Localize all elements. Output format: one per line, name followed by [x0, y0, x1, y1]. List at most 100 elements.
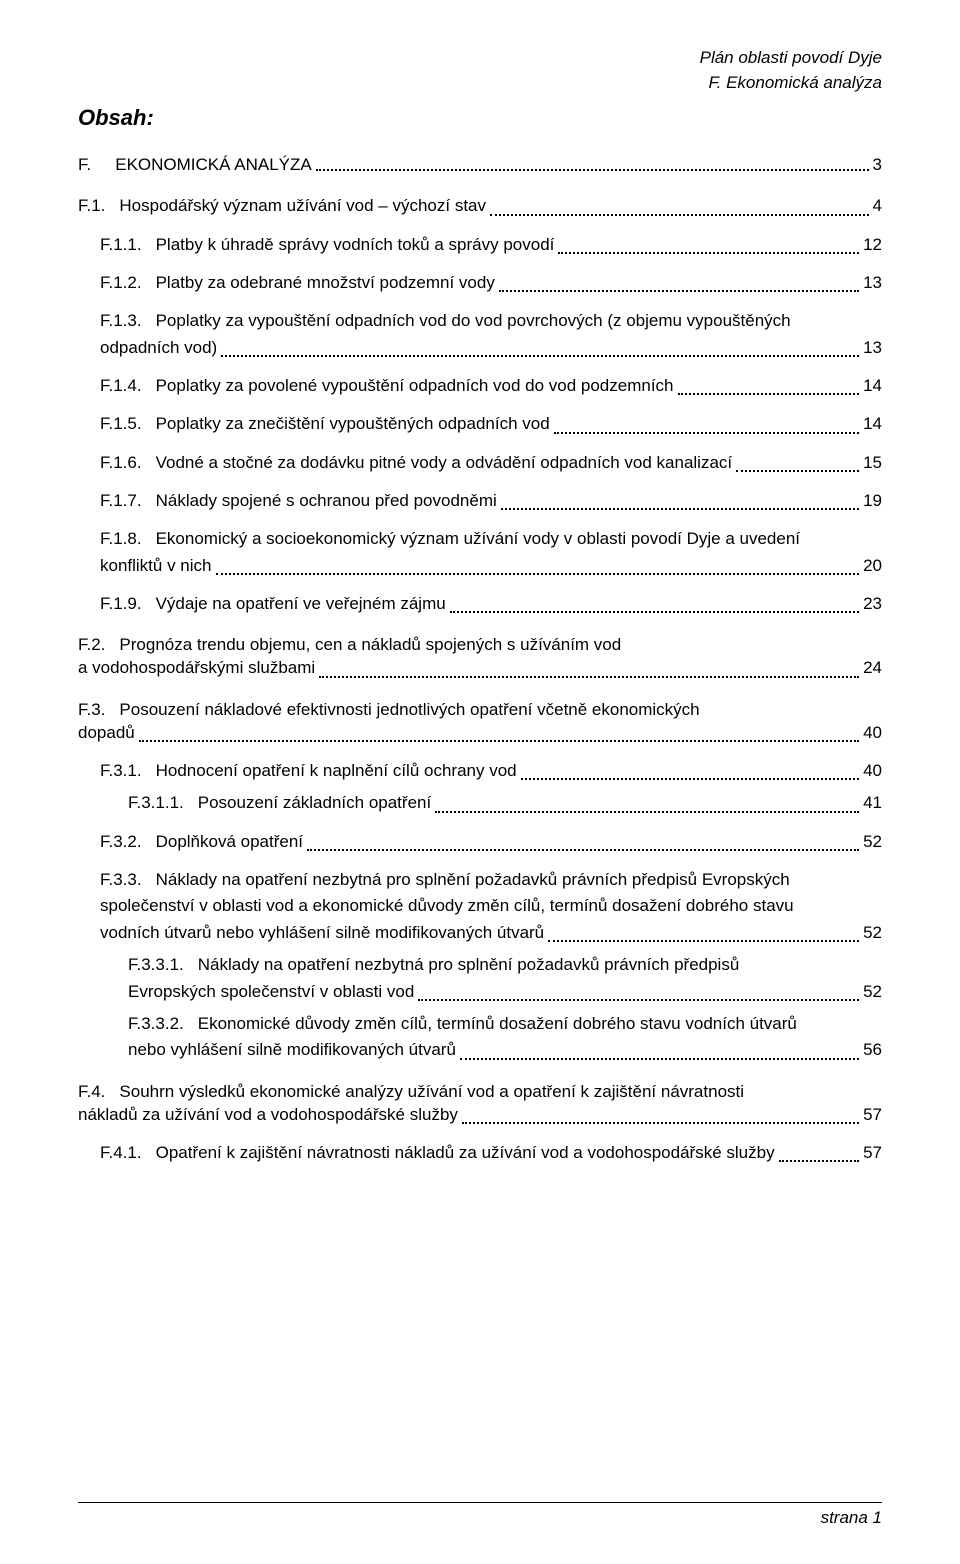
toc-entry-text: odpadních vod): [100, 335, 217, 361]
toc-entry-num: F.1.2.: [100, 270, 142, 296]
toc-entry-page: 52: [863, 829, 882, 855]
toc-entry: F.1.7.Náklady spojené s ochranou před po…: [100, 488, 882, 514]
toc-main-heading: F. EKONOMICKÁ ANALÝZA 3: [78, 155, 882, 175]
toc-entry-text: Posouzení základních opatření: [198, 790, 431, 816]
page-container: Plán oblasti povodí Dyje F. Ekonomická a…: [0, 0, 960, 1564]
toc-leader-dots: [221, 354, 859, 357]
toc-entry-page: 15: [863, 450, 882, 476]
toc-leader-dots: [490, 213, 869, 216]
footer-rule: [78, 1502, 882, 1504]
toc-entry-text: Výdaje na opatření ve veřejném zájmu: [156, 591, 446, 617]
toc-entry-num: F.1.: [78, 193, 105, 219]
toc-entry: F.3.1. Hodnocení opatření k naplnění cílů…: [100, 758, 882, 784]
toc-entry-num: F.4.: [78, 1082, 105, 1101]
toc-entry-text: Platby k úhradě správy vodních toků a sp…: [156, 232, 555, 258]
toc-entry-text: konfliktů v nich: [100, 553, 212, 579]
toc-entry-page: 14: [863, 411, 882, 437]
toc-entry: F.3.1.1.Posouzení základních opatření41: [128, 790, 882, 816]
header-line-1: Plán oblasti povodí Dyje: [78, 46, 882, 71]
toc-entry-num: F.3.: [78, 700, 105, 719]
toc-entry-num: F.1.3.: [100, 311, 142, 330]
toc-entry: F.3.3. Náklady na opatření nezbytná pro s…: [100, 867, 882, 946]
toc-entry: F.1.8.Ekonomický a socioekonomický význa…: [100, 526, 882, 579]
toc-entry-text: Platby za odebrané množství podzemní vod…: [156, 270, 495, 296]
toc-entry-page: 20: [863, 553, 882, 579]
toc-entry: F.1.6. Vodné a stočné za dodávku pitné vo…: [100, 450, 882, 476]
toc-entry: F.1.4.Poplatky za povolené vypouštění od…: [100, 373, 882, 399]
toc-entry-text: Prognóza trendu objemu, cen a nákladů sp…: [119, 635, 621, 654]
toc-leader-dots: [460, 1057, 859, 1060]
toc-entry-text: a vodohospodářskými službami: [78, 655, 315, 681]
toc-entry: F.1.5. Poplatky za znečištění vypouštěnýc…: [100, 411, 882, 437]
toc-entry-num: F.1.9.: [100, 591, 142, 617]
toc-main-page: 3: [873, 155, 882, 175]
toc-entry-text: Náklady na opatření nezbytná pro splnění…: [156, 870, 790, 889]
toc-entry: F.3.3.1. Náklady na opatření nezbytná pro…: [128, 952, 882, 1005]
toc-entry-num: F.3.1.: [100, 758, 142, 784]
toc-entry-text: nebo vyhlášení silně modifikovaných útva…: [128, 1037, 456, 1063]
toc-entry-num: F.3.1.1.: [128, 790, 184, 816]
toc-entry: F.1.9. Výdaje na opatření ve veřejném záj…: [100, 591, 882, 617]
toc-entry-text: Hodnocení opatření k naplnění cílů ochra…: [156, 758, 517, 784]
toc-entry-page: 13: [863, 335, 882, 361]
toc-entry-text: nákladů za užívání vod a vodohospodářské…: [78, 1102, 458, 1128]
toc-entry-text: Poplatky za vypouštění odpadních vod do …: [156, 311, 791, 330]
toc-entry-text: Souhrn výsledků ekonomické analýzy užívá…: [119, 1082, 744, 1101]
toc-entry-text: Opatření k zajištění návratnosti nákladů…: [156, 1140, 775, 1166]
toc-leader-dots: [548, 939, 859, 942]
toc-entry-page: 40: [863, 758, 882, 784]
toc-entry: F.3.3.2.Ekonomické důvody změn cílů, ter…: [128, 1011, 882, 1064]
toc-entry: F.1.3. Poplatky za vypouštění odpadních v…: [100, 308, 882, 361]
toc-entry: F.4.1. Opatření k zajištění návratnosti n…: [100, 1140, 882, 1166]
toc-entry-page: 24: [863, 655, 882, 681]
toc-entry-num: F.4.1.: [100, 1140, 142, 1166]
doc-header: Plán oblasti povodí Dyje F. Ekonomická a…: [78, 46, 882, 95]
toc-leader-dots: [316, 168, 869, 171]
toc-leader-dots: [462, 1121, 859, 1124]
toc-entry-num: F.3.2.: [100, 829, 142, 855]
toc-entry-num: F.3.3.1.: [128, 955, 184, 974]
toc-leader-dots: [554, 431, 859, 434]
toc-main-title: EKONOMICKÁ ANALÝZA: [115, 155, 312, 175]
toc-entry-text: Ekonomické důvody změn cílů, termínů dos…: [198, 1014, 797, 1033]
toc-main-num: F.: [78, 155, 91, 175]
toc-entry-text: Evropských společenství v oblasti vod: [128, 979, 414, 1005]
toc-leader-dots: [779, 1159, 860, 1162]
toc-entry-page: 19: [863, 488, 882, 514]
toc-body: F.1.Hospodářský význam užívání vod – výc…: [78, 193, 882, 1166]
toc-entry-text: Vodné a stočné za dodávku pitné vody a o…: [156, 450, 733, 476]
toc-entry: F.2. Prognóza trendu objemu, cen a náklad…: [78, 635, 882, 681]
page-footer: strana 1: [78, 1502, 882, 1528]
toc-entry: F.3.Posouzení nákladové efektivnosti jed…: [78, 700, 882, 746]
toc-entry-num: F.2.: [78, 635, 105, 654]
toc-entry-text: Doplňková opatření: [156, 829, 303, 855]
toc-leader-dots: [319, 675, 859, 678]
toc-entry-num: F.1.1.: [100, 232, 142, 258]
toc-entry-page: 57: [863, 1140, 882, 1166]
contents-label: Obsah:: [78, 105, 882, 131]
toc-entry-text: Náklady na opatření nezbytná pro splnění…: [198, 955, 740, 974]
toc-entry-num: F.3.3.: [100, 870, 142, 889]
toc-entry: F.1.Hospodářský význam užívání vod – výc…: [78, 193, 882, 219]
toc-entry: F.1.1. Platby k úhradě správy vodních tok…: [100, 232, 882, 258]
toc-leader-dots: [139, 739, 859, 742]
toc-entry-num: F.1.6.: [100, 450, 142, 476]
toc-entry-page: 57: [863, 1102, 882, 1128]
toc-entry-text: dopadů: [78, 720, 135, 746]
toc-entry-page: 14: [863, 373, 882, 399]
toc-entry-text: Poplatky za znečištění vypouštěných odpa…: [156, 411, 550, 437]
toc-entry-text: společenství v oblasti vod a ekonomické …: [100, 896, 794, 915]
toc-entry-page: 13: [863, 270, 882, 296]
toc-leader-dots: [501, 507, 859, 510]
toc-leader-dots: [307, 848, 859, 851]
toc-leader-dots: [558, 251, 859, 254]
toc-entry-text: Náklady spojené s ochranou před povodněm…: [156, 488, 497, 514]
toc-leader-dots: [678, 392, 860, 395]
toc-leader-dots: [736, 469, 859, 472]
toc-entry-page: 40: [863, 720, 882, 746]
toc-leader-dots: [521, 777, 859, 780]
toc-entry-page: 12: [863, 232, 882, 258]
toc-entry-text: Ekonomický a socioekonomický význam užív…: [156, 529, 800, 548]
toc-entry-text: vodních útvarů nebo vyhlášení silně modi…: [100, 920, 544, 946]
toc-entry-num: F.1.5.: [100, 411, 142, 437]
